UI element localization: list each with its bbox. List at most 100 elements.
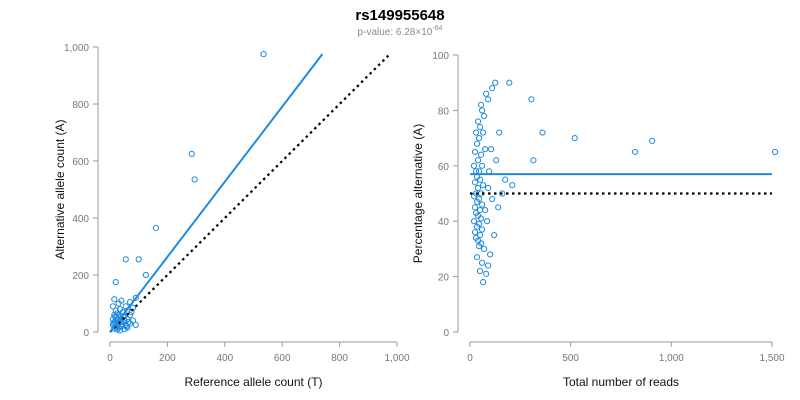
right-data-point xyxy=(495,204,502,211)
right-data-point xyxy=(473,198,481,205)
right-y-tick-label: 40 xyxy=(438,217,450,228)
right-data-point xyxy=(474,118,482,125)
right-data-point xyxy=(649,137,656,144)
right-data-point xyxy=(470,162,478,169)
left-x-tick-label: 400 xyxy=(216,353,233,364)
left-data-point xyxy=(112,313,119,320)
right-data-point xyxy=(472,129,480,136)
right-data-point xyxy=(471,204,479,211)
left-data-point xyxy=(122,256,129,263)
left-x-tick-label: 0 xyxy=(107,353,113,364)
right-x-tick-label: 1,500 xyxy=(759,353,784,364)
right-data-point xyxy=(477,215,485,222)
left-data-point xyxy=(188,150,195,157)
right-data-point xyxy=(488,146,495,153)
right-data-point xyxy=(482,207,489,214)
right-data-point xyxy=(478,162,486,169)
left-y-tick-label: 200 xyxy=(72,271,89,282)
p-value-exponent: -64 xyxy=(432,25,442,32)
right-data-point xyxy=(471,148,479,156)
right-data-point xyxy=(571,135,578,142)
left-data-point xyxy=(135,256,142,263)
right-data-point xyxy=(506,79,513,86)
p-value-text: p-value: 6.28×10 xyxy=(358,27,433,38)
right-data-point xyxy=(528,96,535,103)
left-y-tick-label: 0 xyxy=(83,328,89,339)
right-data-point xyxy=(473,223,481,230)
right-data-point xyxy=(476,176,484,183)
right-data-point xyxy=(478,107,486,114)
right-data-point xyxy=(478,226,486,233)
right-data-point xyxy=(485,184,492,192)
right-y-tick-label: 60 xyxy=(438,162,450,173)
left-y-tick-label: 800 xyxy=(72,100,89,111)
right-data-point xyxy=(539,129,546,136)
right-data-point xyxy=(485,262,492,269)
left-data-point xyxy=(129,317,137,324)
right-data-point xyxy=(473,140,481,147)
right-data-point xyxy=(489,85,496,92)
right-data-point xyxy=(483,270,490,277)
left-data-point xyxy=(260,51,267,58)
right-y-tick-label: 0 xyxy=(443,328,449,339)
left-reference-line xyxy=(109,54,390,333)
right-data-point xyxy=(477,151,485,158)
right-data-point xyxy=(492,79,499,86)
right-data-point xyxy=(474,157,482,164)
right-data-point xyxy=(509,182,516,189)
right-data-point xyxy=(470,218,478,225)
left-data-point xyxy=(111,296,118,303)
left-y-tick-label: 400 xyxy=(72,214,89,225)
right-data-point xyxy=(496,129,503,136)
left-data-point xyxy=(152,224,160,232)
left-x-tick-label: 600 xyxy=(274,353,291,364)
right-data-point xyxy=(631,148,639,156)
left-x-tick-label: 1,000 xyxy=(384,353,409,364)
left-data-point xyxy=(132,294,139,301)
right-y-tick-label: 20 xyxy=(438,273,450,284)
right-x-tick-label: 0 xyxy=(467,353,473,364)
left-y-axis-title: Alternative allele count (A) xyxy=(53,119,67,259)
right-data-point xyxy=(485,96,492,103)
right-data-point xyxy=(478,259,486,266)
left-data-point xyxy=(123,323,130,330)
right-data-point xyxy=(471,229,479,236)
right-data-point xyxy=(489,195,496,203)
left-data-point xyxy=(109,303,116,310)
right-data-point xyxy=(502,176,509,183)
right-data-point xyxy=(476,231,484,239)
right-data-point xyxy=(477,101,485,108)
right-data-point xyxy=(478,201,486,208)
left-x-axis-title: Reference allele count (T) xyxy=(184,375,322,389)
left-fit-line xyxy=(109,53,324,333)
left-scatter-panel: 0 200 400 600 800 1,000 0 200 400 600 800 1,000 Refe… xyxy=(53,43,410,389)
right-data-point xyxy=(487,251,494,258)
right-data-point xyxy=(482,146,489,153)
right-data-point xyxy=(470,193,478,200)
left-y-tick-label: 600 xyxy=(72,157,89,168)
left-x-tick-label: 200 xyxy=(159,353,176,364)
right-data-point xyxy=(491,231,498,239)
right-data-point xyxy=(479,129,487,136)
right-x-tick-label: 1,000 xyxy=(659,353,684,364)
right-data-point xyxy=(493,157,500,164)
right-data-point xyxy=(484,218,491,225)
right-data-point xyxy=(479,182,487,189)
right-data-point xyxy=(476,123,484,131)
right-data-point xyxy=(479,279,487,286)
right-y-axis-title: Percentage alternative (A) xyxy=(411,124,425,263)
right-data-point xyxy=(530,157,537,164)
right-data-point xyxy=(771,148,779,156)
left-data-point xyxy=(115,300,122,307)
right-data-point xyxy=(499,190,506,197)
right-y-tick-label: 80 xyxy=(438,106,450,117)
left-y-tick-label: 1,000 xyxy=(64,43,89,54)
right-data-point xyxy=(475,243,483,250)
left-x-tick-label: 800 xyxy=(331,353,348,364)
right-data-point xyxy=(473,254,481,261)
left-data-point xyxy=(142,271,149,279)
right-data-point xyxy=(471,179,479,186)
left-data-point xyxy=(191,176,198,183)
chart-subtitle: p-value: 6.28×10-64 xyxy=(358,25,443,38)
